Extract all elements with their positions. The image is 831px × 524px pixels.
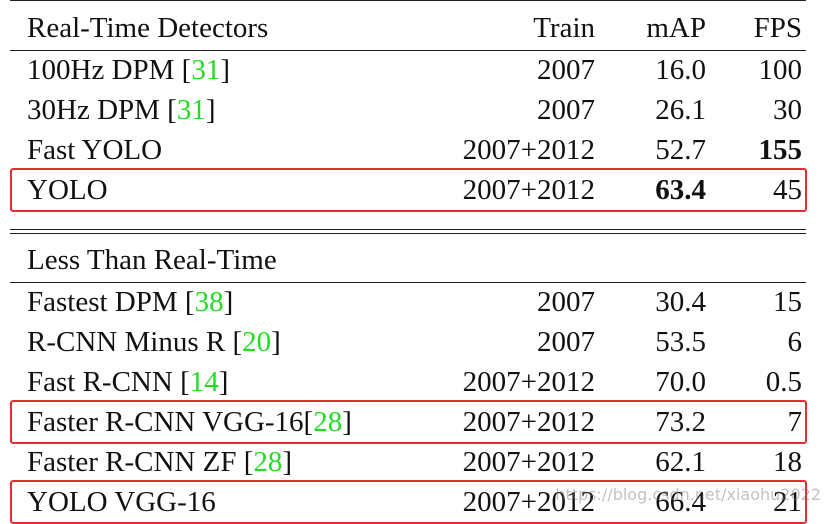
table-cell: 18 [773,446,802,478]
table-cell: 15 [773,286,802,318]
table-cell: 63.4 [655,174,706,206]
table-cell: 100Hz DPM [31] [27,54,231,86]
double-rule [10,229,806,230]
table-cell: 2007 [537,94,595,126]
table-cell: 53.5 [655,326,706,358]
table-cell: 2007 [537,326,595,358]
watermark: https://blog.csdn.net/xiaohu2022 [555,485,821,504]
table-cell: YOLO [27,174,108,206]
table-cell: R-CNN Minus R [20] [27,326,281,358]
table-cell: 2007 [537,286,595,318]
section-title: Less Than Real-Time [27,244,277,276]
highlight-box [10,168,807,212]
table-cell: 52.7 [655,134,706,166]
table-cell: 30Hz DPM [31] [27,94,216,126]
table-cell: 2007 [537,54,595,86]
table-cell: 70.0 [655,366,706,398]
header-cell: mAP [646,12,706,44]
table-cell: 30.4 [655,286,706,318]
table-cell: 0.5 [765,366,802,398]
table-cell: 73.2 [655,406,706,438]
table-cell: 62.1 [655,446,706,478]
table-cell: 155 [758,134,803,166]
section-rule [10,282,806,283]
table-cell: 6 [787,326,803,358]
top-rule [10,0,806,1]
table-cell: Faster R-CNN ZF [28] [27,446,293,478]
highlight-box [10,400,807,444]
header-cell: Real-Time Detectors [27,12,269,44]
table-cell: 2007+2012 [462,366,595,398]
table-cell: 2007+2012 [462,134,595,166]
table-cell: Faster R-CNN VGG-16[28] [27,406,352,438]
table-cell: 2007+2012 [462,406,595,438]
table-cell: 26.1 [655,94,706,126]
double-rule [10,233,806,234]
header-cell: FPS [753,12,802,44]
table-cell: Fastest DPM [38] [27,286,234,318]
table-cell: 7 [787,406,803,438]
table-cell: 16.0 [655,54,706,86]
table-cell: 100 [758,54,803,86]
table-cell: Fast R-CNN [14] [27,366,229,398]
table-cell: 2007+2012 [462,174,595,206]
table-cell: Fast YOLO [27,134,163,166]
table-cell: 30 [773,94,802,126]
header-cell: Train [533,12,595,44]
header-rule [10,50,806,51]
table-cell: 2007+2012 [462,446,595,478]
page: Real-Time Detectors Train mAP FPS 100Hz DPM … [10,0,821,524]
table-cell: 45 [773,174,802,206]
